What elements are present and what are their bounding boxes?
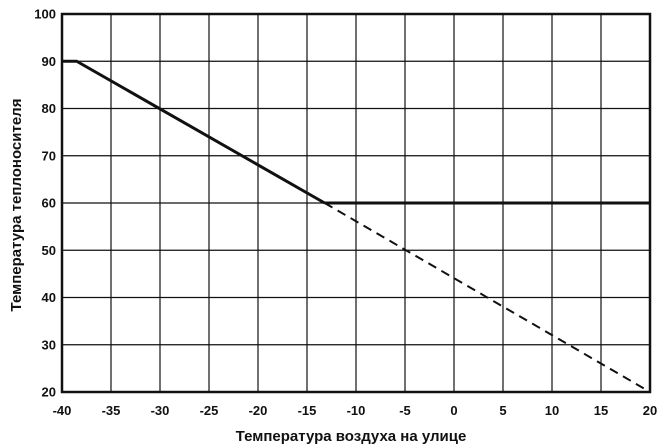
y-axis-label: Температура теплоносителя bbox=[8, 99, 25, 312]
x-tick-label: -10 bbox=[347, 403, 366, 418]
x-tick-label: 20 bbox=[643, 403, 657, 418]
y-tick-label: 80 bbox=[42, 101, 56, 116]
y-tick-label: 50 bbox=[42, 243, 56, 258]
plot-frame bbox=[60, 12, 652, 394]
x-axis-label: Температура воздуха на улице bbox=[236, 428, 467, 445]
y-tick-label: 70 bbox=[42, 148, 56, 163]
y-tick-label: 100 bbox=[34, 7, 56, 22]
x-tick-label: -30 bbox=[151, 403, 170, 418]
series-lines bbox=[62, 59, 651, 393]
y-tick-label: 40 bbox=[42, 290, 56, 305]
x-tick-label: 10 bbox=[545, 403, 559, 418]
x-tick-labels: -40 -35 -30 -25 -20 -15 -10 -5 0 5 10 15 20 bbox=[53, 403, 658, 418]
x-tick-label: -25 bbox=[200, 403, 219, 418]
y-tick-label: 90 bbox=[42, 54, 56, 69]
y-tick-label: 30 bbox=[42, 337, 56, 352]
x-tick-label: 0 bbox=[450, 403, 457, 418]
x-tick-label: -40 bbox=[53, 403, 72, 418]
y-tick-labels: 20 30 40 50 60 70 80 90 100 bbox=[34, 7, 56, 400]
x-tick-label: 15 bbox=[594, 403, 608, 418]
y-tick-label: 20 bbox=[42, 385, 56, 400]
y-tick-label: 60 bbox=[42, 196, 56, 211]
series-line-1-solid bbox=[62, 59, 326, 205]
x-tick-label: -35 bbox=[102, 403, 121, 418]
x-tick-label: -15 bbox=[298, 403, 317, 418]
series-line-3-dashed bbox=[324, 202, 651, 393]
x-tick-label: 5 bbox=[499, 403, 506, 418]
x-tick-label: -20 bbox=[249, 403, 268, 418]
x-tick-label: -5 bbox=[399, 403, 411, 418]
